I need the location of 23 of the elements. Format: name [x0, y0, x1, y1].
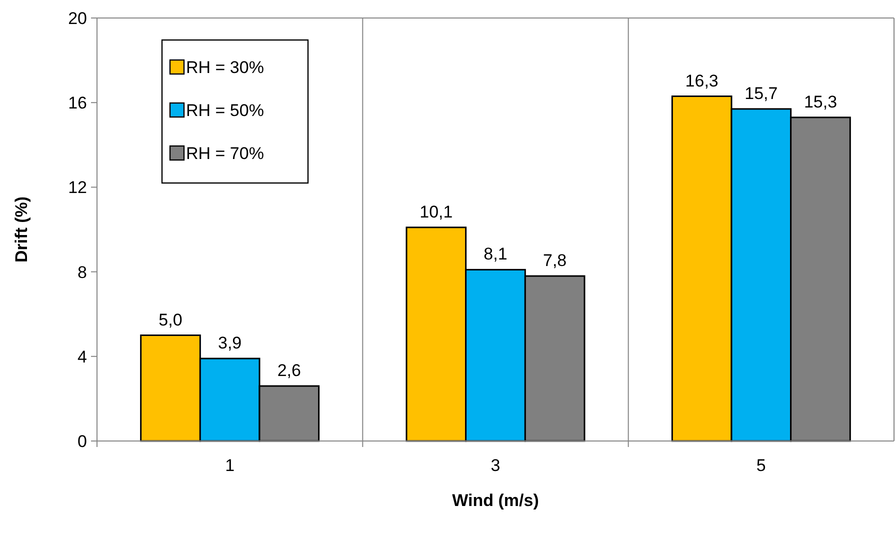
data-label: 8,1: [484, 244, 508, 264]
data-label: 3,9: [218, 334, 242, 353]
x-tick-label: 3: [490, 456, 500, 475]
data-label: 7,8: [543, 251, 567, 270]
y-tick-label: 8: [78, 262, 87, 282]
data-label: 10,1: [420, 202, 453, 222]
y-axis-title: Drift (%): [12, 196, 31, 263]
x-axis-title: Wind (m/s): [452, 491, 539, 510]
y-tick-label: 16: [68, 94, 87, 113]
x-tick-label: 1: [225, 456, 235, 475]
y-tick-label: 4: [78, 347, 87, 366]
y-tick-label: 0: [78, 432, 87, 451]
data-label: 5,0: [158, 310, 182, 330]
data-label: 15,7: [744, 84, 778, 103]
data-label: 2,6: [277, 361, 301, 380]
data-label: 15,3: [804, 92, 838, 112]
legend-label: RH = 50%: [186, 101, 264, 120]
data-label: 16,3: [685, 71, 718, 90]
x-tick-label: 5: [756, 456, 766, 475]
legend-label: RH = 30%: [186, 58, 264, 77]
legend-label: RH = 70%: [186, 144, 264, 163]
y-tick-label: 20: [68, 9, 87, 28]
y-tick-label: 12: [68, 178, 87, 198]
